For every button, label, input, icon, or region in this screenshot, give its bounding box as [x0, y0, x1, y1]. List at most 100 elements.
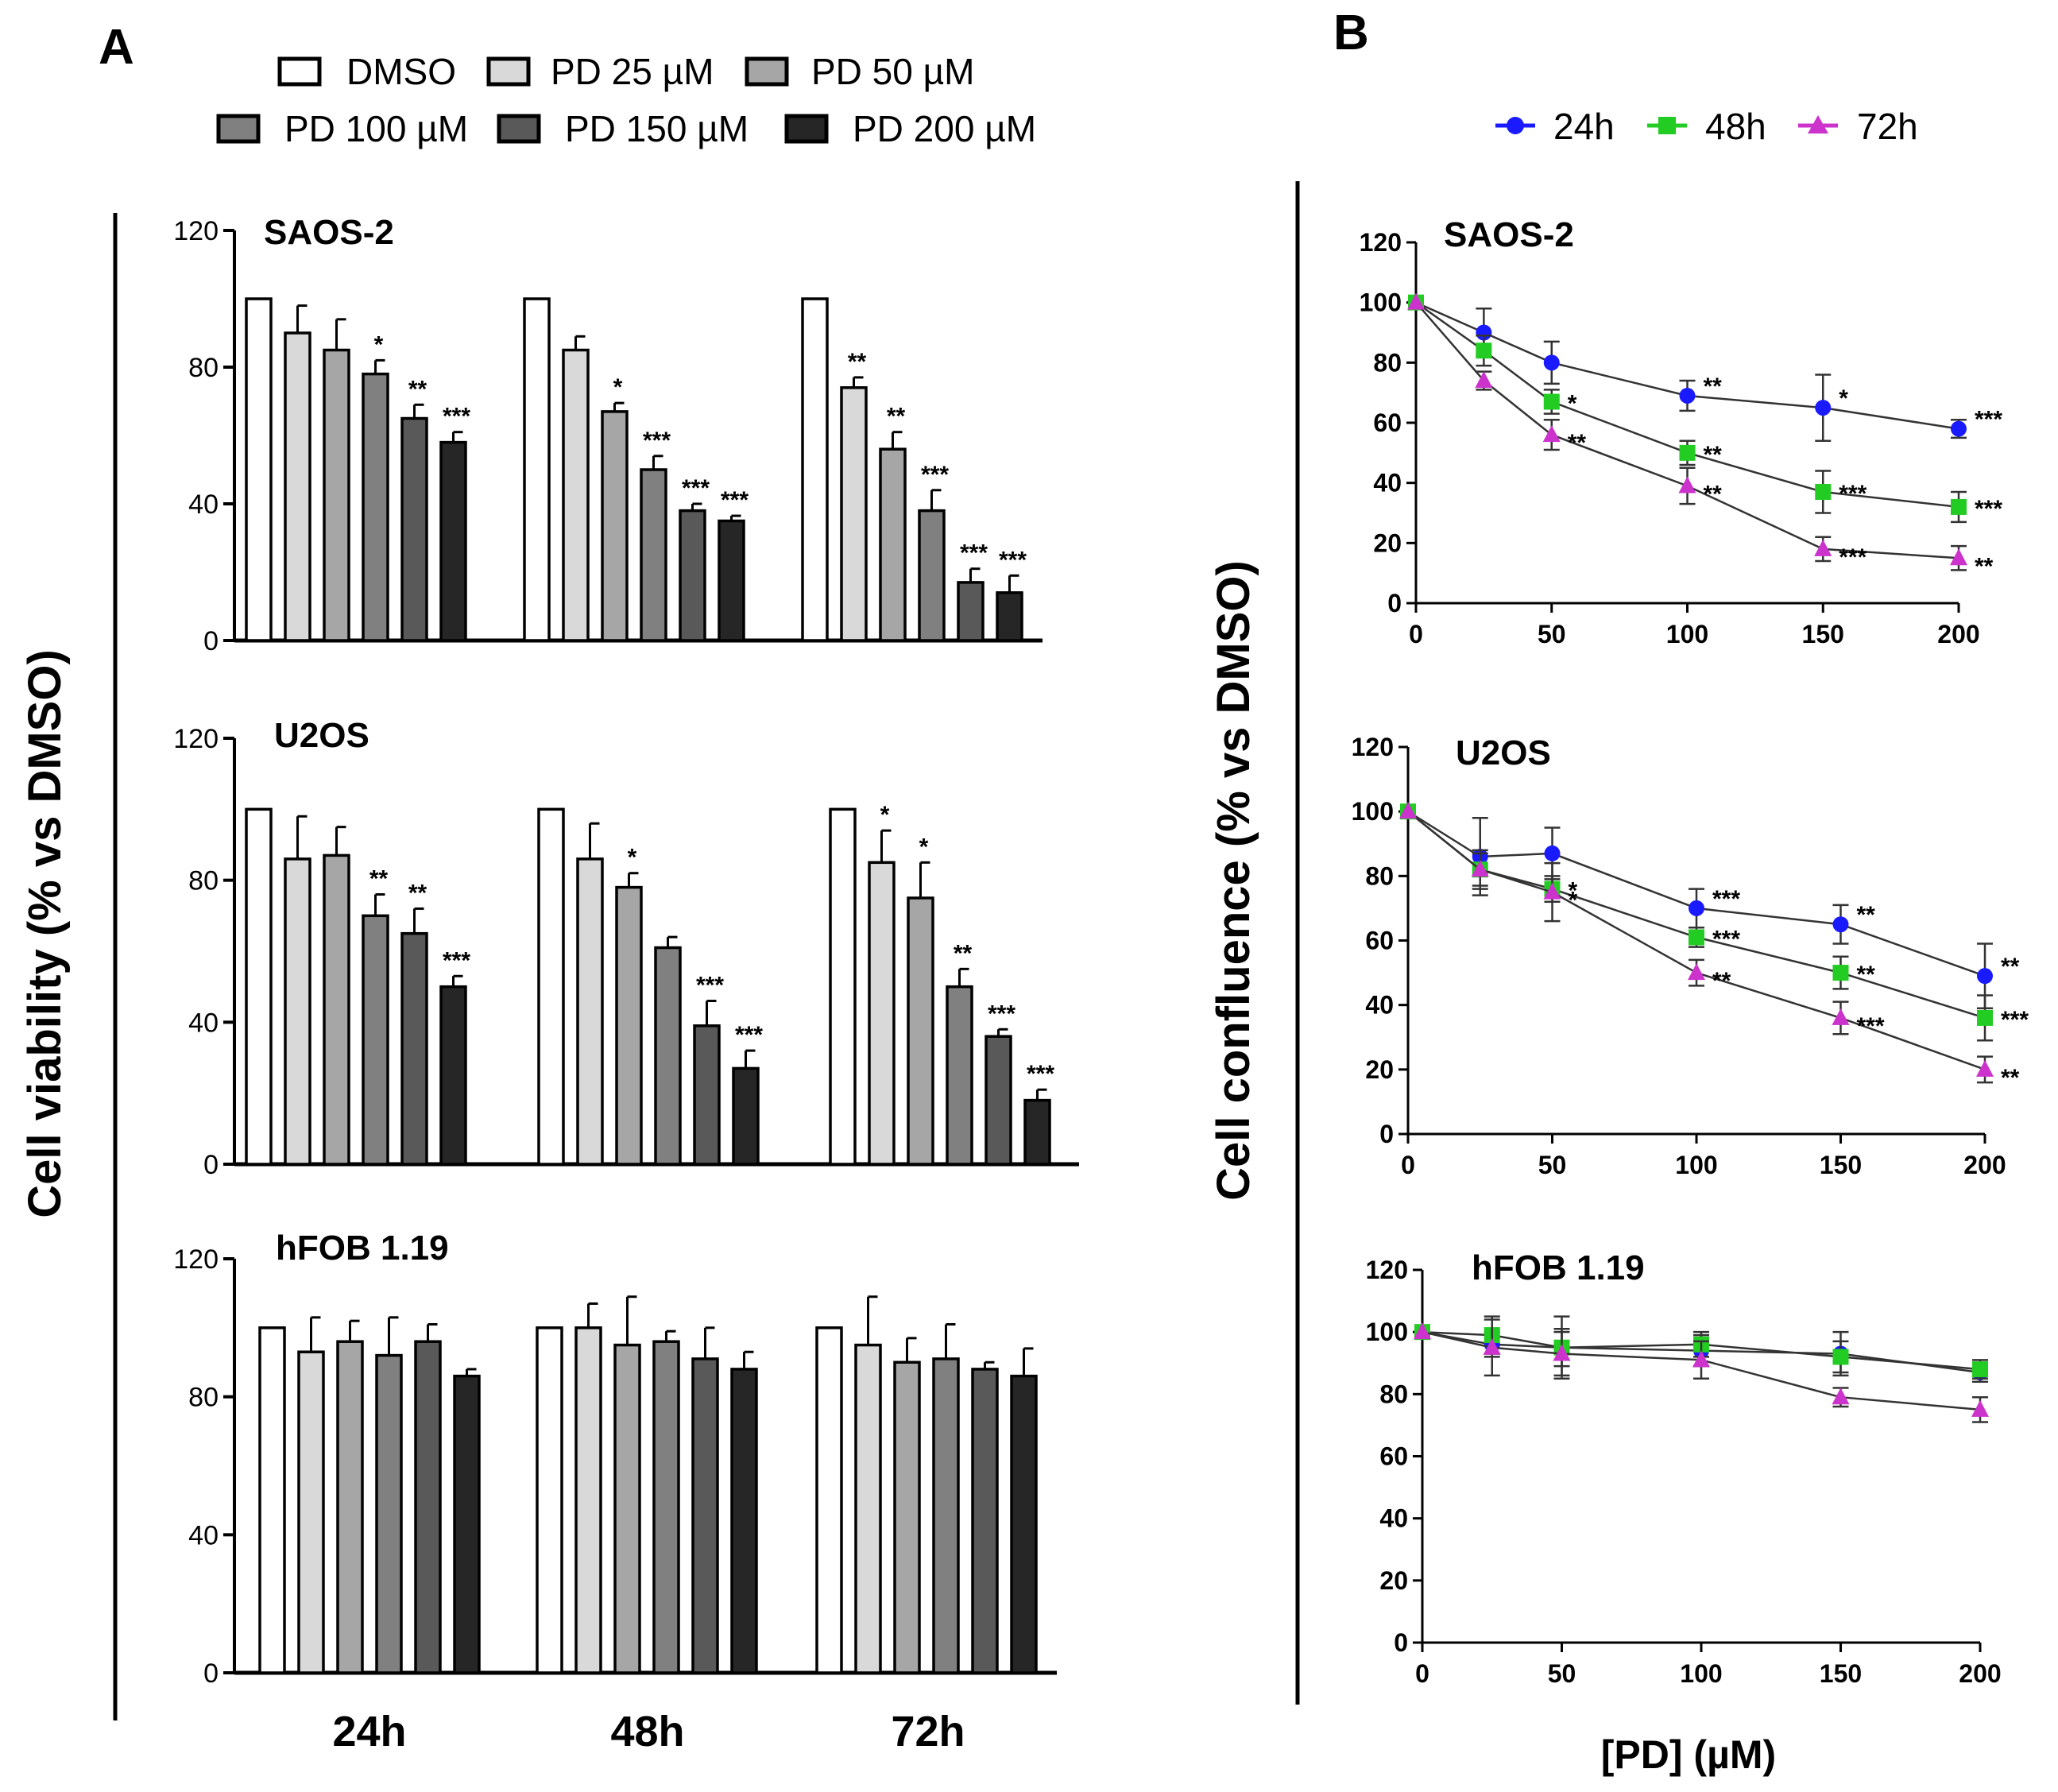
bar-chart-title-u2os: U2OS	[274, 716, 369, 755]
series-line	[1415, 301, 1959, 509]
x-tick-label: 0	[1401, 1151, 1415, 1179]
bar	[957, 581, 985, 642]
bar	[654, 946, 682, 1166]
y-tick-label: 0	[1379, 1120, 1394, 1148]
group-label-48h: 48h	[610, 1708, 684, 1755]
significance-label: ***	[1839, 544, 1867, 571]
data-point	[1543, 882, 1561, 900]
significance-label: ***	[1975, 407, 2002, 433]
bar	[868, 861, 896, 1166]
significance-label: **	[408, 376, 427, 402]
y-tick-label: 80	[1373, 348, 1402, 377]
bar	[245, 807, 273, 1166]
bar	[562, 348, 590, 642]
data-point	[1471, 860, 1489, 877]
significance-label: **	[1568, 430, 1587, 456]
bar	[691, 1357, 719, 1674]
significance-label: ***	[721, 487, 749, 513]
bar-chart-hfob: hFOB 1.19 0 40 80 120	[173, 1229, 1057, 1689]
data-point	[1414, 1322, 1431, 1340]
significance-label: *	[1568, 391, 1577, 417]
y-tick-label: 40	[1373, 469, 1402, 497]
significance-label: ***	[1712, 886, 1740, 912]
y-tick-label: 100	[1366, 1318, 1408, 1346]
significance-label: **	[369, 866, 389, 892]
y-tick-label: 120	[1352, 733, 1394, 761]
x-tick-label: 100	[1680, 1659, 1722, 1688]
y-tick-label: 120	[173, 1244, 219, 1275]
bar	[1023, 1098, 1051, 1166]
y-tick-label: 80	[1379, 1380, 1408, 1408]
bar	[640, 468, 667, 642]
y-tick-label: 80	[188, 1383, 219, 1413]
data-point	[1688, 963, 1705, 981]
bar	[258, 1326, 286, 1674]
data-point	[1977, 968, 1993, 985]
data-point	[1814, 539, 1832, 556]
data-point	[1977, 1009, 1993, 1026]
bar	[439, 985, 467, 1166]
legend-label-72h: 72h	[1857, 106, 1918, 147]
y-tick-label: 60	[1373, 408, 1402, 437]
significance-label: ***	[960, 540, 988, 567]
series-line	[1415, 301, 1959, 430]
significance-label: **	[1704, 481, 1723, 507]
y-tick-label: 0	[203, 1658, 219, 1689]
significance-label: **	[1712, 968, 1731, 994]
y-tick-label: 100	[1352, 797, 1394, 826]
data-point	[1553, 1344, 1571, 1361]
legend-marker-24h	[1507, 117, 1524, 134]
bar	[829, 807, 857, 1166]
bar	[400, 416, 428, 642]
line-chart-title-saos2: SAOS-2	[1444, 215, 1574, 254]
significance-label: **	[887, 404, 906, 430]
significance-label: ***	[1839, 481, 1867, 507]
bar	[946, 985, 973, 1166]
line-chart-hfob: hFOB 1.19 0 20 40 60 80 100 120 0 50 100 150 200	[1366, 1248, 2002, 1688]
panel-label-a: A	[99, 20, 134, 75]
series-line	[1422, 1330, 1981, 1374]
line-chart-title-u2os: U2OS	[1456, 733, 1551, 772]
bar	[536, 1326, 563, 1674]
y-tick-label: 100	[1360, 288, 1402, 317]
data-point	[1543, 393, 1560, 410]
significance-label: ***	[735, 1022, 763, 1048]
bar	[652, 1340, 680, 1674]
bar	[932, 1357, 960, 1674]
significance-label: **	[2001, 954, 2020, 980]
data-point	[1951, 498, 1967, 515]
bar	[323, 853, 350, 1166]
bar	[918, 509, 946, 642]
y-tick-label: 20	[1365, 1055, 1394, 1084]
legend-label-48h: 48h	[1705, 106, 1766, 147]
panel-label-b: B	[1333, 6, 1369, 60]
bar	[730, 1368, 758, 1674]
data-point	[1542, 425, 1561, 443]
legend-marker-72h	[1808, 115, 1828, 134]
bar	[400, 931, 428, 1166]
data-point	[1475, 371, 1493, 389]
x-tick-label: 200	[1963, 1151, 2006, 1179]
bar	[323, 348, 350, 642]
data-point	[1678, 476, 1696, 493]
series-line	[1407, 811, 1986, 977]
y-tick-label: 0	[203, 1150, 219, 1180]
significance-label: *	[1839, 385, 1848, 412]
y-tick-label: 120	[173, 216, 219, 246]
group-label-24h: 24h	[332, 1708, 406, 1755]
y-tick-label: 80	[188, 353, 219, 383]
significance-label: ***	[643, 428, 671, 454]
significance-label: *	[1569, 878, 1578, 904]
data-point	[1972, 1361, 1988, 1378]
significance-label: ***	[1712, 926, 1740, 952]
bar	[537, 807, 565, 1166]
legend-swatch-pd150	[497, 114, 541, 144]
bar	[601, 410, 629, 642]
bar	[985, 1035, 1012, 1166]
legend-label-pd200: PD 200 µM	[853, 108, 1036, 149]
bar	[679, 509, 706, 642]
data-point	[1544, 845, 1561, 861]
significance-label: *	[880, 802, 890, 828]
